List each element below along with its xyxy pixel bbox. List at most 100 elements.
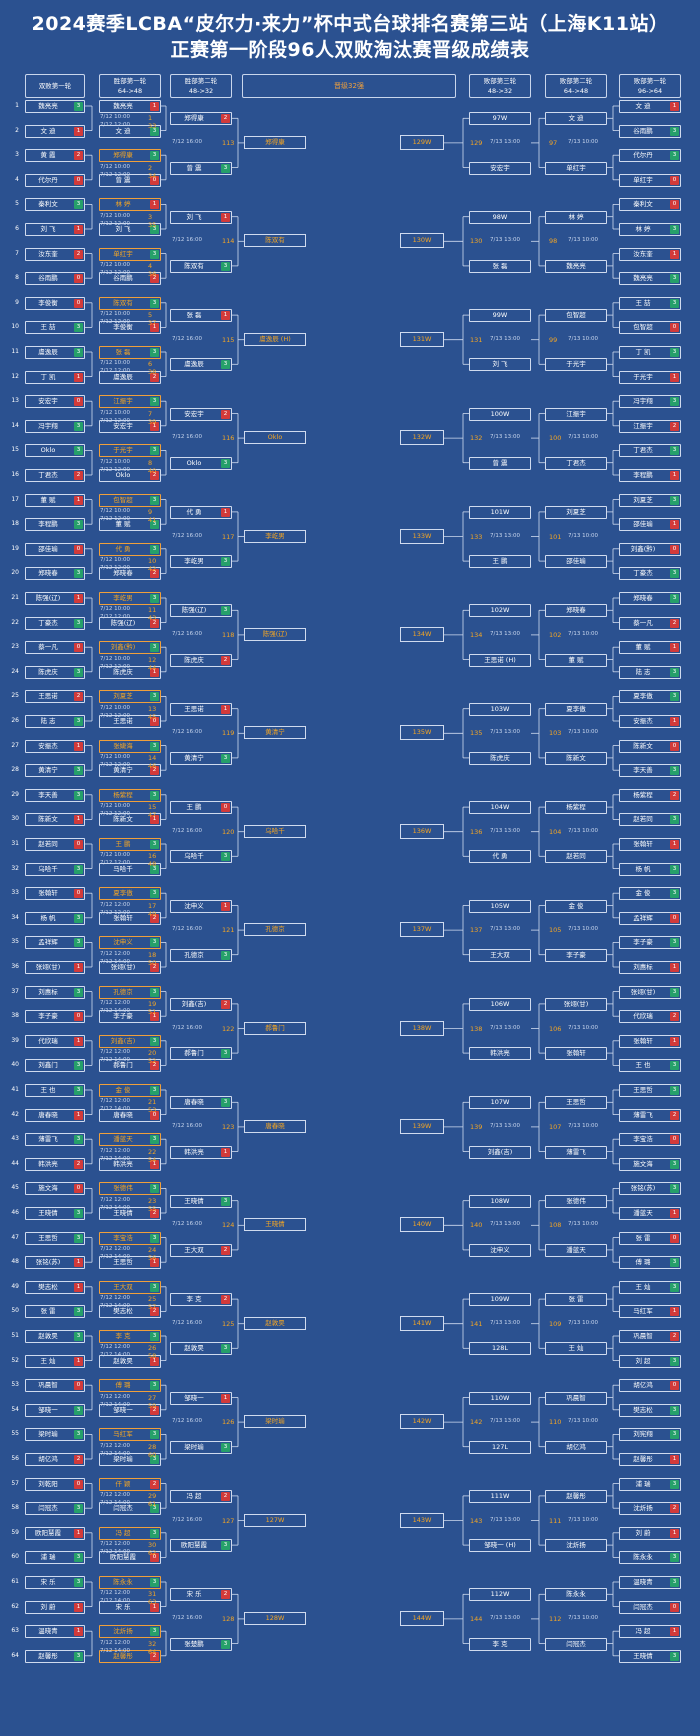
r1-match-time: 7/12 12:00 (100, 1245, 130, 1252)
loser-r1-player: 于光宇 1 (619, 370, 681, 384)
r2-player: 沈炘扬 3 (99, 1625, 161, 1639)
r1-player-score: 1 (74, 225, 83, 234)
loser-r2-player: 单红宇 (545, 161, 607, 175)
r2-player: 陈永永 3 (99, 1576, 161, 1589)
r1-player: 张 雷 3 (25, 1305, 85, 1319)
r1-player-score: 0 (74, 643, 83, 653)
loser-r1-player: 刘 超 3 (619, 1354, 681, 1368)
r2-player-score: 3 (150, 1233, 159, 1243)
r1-match-time: 7/12 12:00 (100, 1393, 130, 1400)
qualifier: 127W (244, 1513, 306, 1527)
r2-player-score: 2 (150, 766, 159, 776)
r3-player-name: 王思诺 (184, 704, 204, 713)
r1-player-name: 代尔丹 (38, 175, 58, 184)
loser-r3-entry: 王大双 (469, 948, 531, 962)
r1-player-score: 2 (74, 1455, 83, 1464)
loser-r1-player-name: 董 赋 (635, 643, 651, 652)
title-line-2: 正赛第一阶段96人双败淘汰赛晋级成绩表 (170, 39, 530, 61)
r1-player-score: 0 (74, 544, 83, 554)
r3-player: Oklo 3 (170, 456, 232, 470)
loser-r3-entry: 李 克 (469, 1637, 531, 1651)
r3-player: 王 鹏 0 (170, 801, 232, 815)
r1-player: 王 喆 3 (25, 321, 85, 335)
r2-match-time: 7/12 14:00 (100, 1057, 130, 1064)
loser-r1-player-score: 3 (670, 495, 679, 505)
r1-match-number: 6 (148, 360, 153, 369)
r2-player-score: 3 (150, 126, 159, 136)
loser-r1-player-score: 3 (670, 766, 679, 776)
r1-player: 欧阳慧霞 1 (25, 1526, 85, 1540)
r2-player-score: 3 (150, 397, 159, 407)
loser-r1-player-score: 3 (670, 1651, 679, 1661)
r3-match-number: 114 (222, 237, 235, 246)
r2-player-score: 2 (150, 1061, 159, 1071)
loser-r1-player: 安振杰 1 (619, 715, 681, 728)
r3-player-score: 2 (221, 409, 230, 419)
r1-player-name: 施文海 (38, 1184, 58, 1193)
r1-player: 刘乾阳 0 (25, 1477, 85, 1491)
r1-match-number: 20 (148, 1049, 157, 1058)
loser-r2-player-name: 丁君杰 (566, 458, 586, 467)
r1-player-score: 3 (74, 987, 83, 997)
loser-r1-player: 张 雷 0 (619, 1231, 681, 1245)
r3-player-score: 2 (221, 1590, 230, 1600)
seed-number: 6 (15, 225, 19, 232)
r1-match-time: 7/12 10:00 (100, 360, 130, 367)
loser-r3-entry-name: 104W (490, 803, 510, 812)
seed-number: 56 (11, 1455, 19, 1462)
r2-match-time: 7/12 12:00 (100, 269, 130, 276)
r1-player-name: 王晓倩 (38, 1209, 58, 1217)
loser-r3-number: 130 (470, 237, 483, 246)
seed-number: 62 (11, 1602, 19, 1610)
loser-r2-player: 魏亮亮 (545, 259, 607, 273)
r2-player-score: 3 (150, 1578, 159, 1587)
r1-player-score: 0 (74, 889, 83, 899)
loser-r2-player: 潘蓝天 (545, 1243, 607, 1257)
loser-r3-entry-name: 邹晓一 (H) (484, 1541, 516, 1550)
loser-r3-number: 140 (470, 1221, 483, 1230)
seed-number: 15 (11, 446, 19, 454)
loser-qualifier-box: 136W (400, 823, 444, 839)
r2-player-score: 1 (150, 102, 159, 111)
r2-player-score: 2 (150, 471, 159, 480)
r2-player-score: 2 (150, 372, 159, 382)
loser-r3-entry-name: 102W (490, 606, 510, 615)
loser-r1-player-name: 郑晓春 (633, 594, 653, 602)
loser-r1-player-score: 3 (670, 274, 679, 284)
r1-player: 郑晓春 3 (25, 567, 85, 581)
loser-r2-player-name: 王思哲 (566, 1098, 586, 1107)
r3-player: 张 磊 1 (170, 309, 232, 323)
r1-player: 宋 乐 3 (25, 1576, 85, 1589)
loser-r2-player-name: 张德伟 (566, 1196, 586, 1205)
r1-match-time: 7/12 10:00 (100, 114, 130, 121)
r1-player-score: 3 (74, 864, 83, 874)
r1-match-number: 27 (148, 1393, 157, 1402)
r1-player: 杨 帆 3 (25, 911, 85, 925)
loser-r1-player: 沈炘扬 2 (619, 1502, 681, 1516)
r1-player: 刘惠标 3 (25, 985, 85, 999)
r2-player-score: 3 (150, 151, 159, 161)
r2-player: 陈强(辽) 2 (99, 616, 161, 630)
r3-player-score: 3 (221, 360, 230, 370)
seed-number: 3 (15, 151, 19, 159)
seed-number: 52 (11, 1356, 19, 1364)
loser-r1-player-name: 王 也 (635, 1061, 651, 1070)
r2-player-score: 2 (150, 913, 159, 923)
loser-qualifier-box: 134W (400, 626, 444, 642)
loser-r2-number: 99 (549, 335, 558, 344)
header-c2-line2: 64->48 (117, 87, 143, 95)
r1-player-score: 3 (74, 1061, 83, 1071)
r3-player-score: 1 (221, 507, 230, 517)
r1-player: 赵馨彤 3 (25, 1649, 85, 1663)
loser-r1-player: 蔡一凡 2 (619, 616, 681, 630)
loser-r1-player-score: 2 (670, 1504, 679, 1514)
r2-player: 张德伟 3 (99, 1182, 161, 1196)
loser-r1-player: 马红军 1 (619, 1305, 681, 1319)
r3-player: 刘 飞 1 (170, 210, 232, 224)
r2-player: 代 勇 3 (99, 542, 161, 556)
loser-r1-player-score: 1 (670, 520, 679, 530)
r2-player-name: 董 赋 (115, 520, 131, 529)
loser-r2-player-name: 单红宇 (566, 163, 586, 172)
r3-match-time: 7/12 16:00 (172, 1516, 202, 1523)
r2-match-number: 50 (148, 958, 157, 967)
